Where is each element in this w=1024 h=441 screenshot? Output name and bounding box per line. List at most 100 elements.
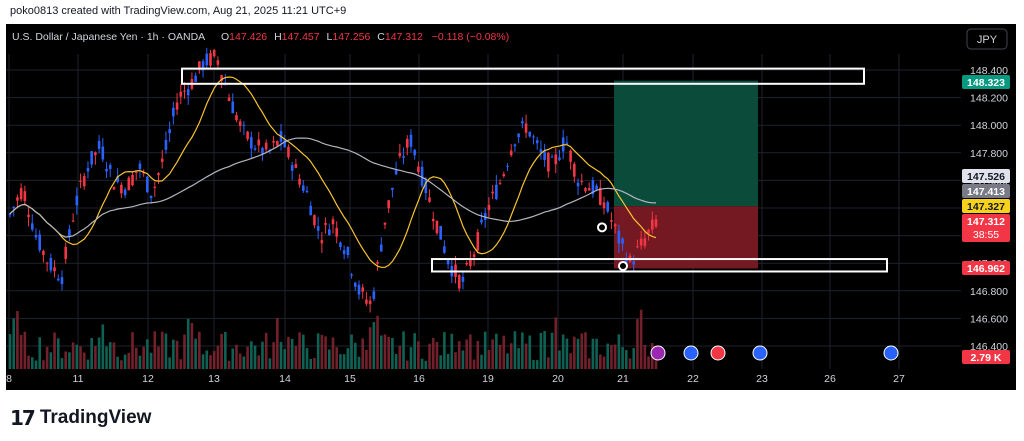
candle-body (599, 187, 602, 205)
volume-bar (413, 333, 416, 369)
candle-body (160, 158, 164, 162)
currency-button[interactable]: JPY (966, 28, 1008, 50)
volume-bar (105, 346, 108, 369)
candle-body (172, 107, 175, 117)
volume-bar (509, 343, 513, 369)
candle-body (146, 176, 149, 193)
volume-bar (71, 342, 75, 369)
candle-body (201, 61, 205, 71)
candle-body (535, 140, 539, 144)
candle-body (49, 257, 53, 271)
volume-bar (56, 338, 60, 369)
candle-body (569, 150, 572, 162)
time-tick-label: 22 (687, 373, 699, 385)
candle-body (134, 171, 138, 174)
volume-bar (532, 360, 535, 369)
price-badge (962, 169, 1010, 183)
volume-bar (350, 334, 353, 369)
volume-bar (116, 356, 119, 369)
tradingview-logo[interactable]: 17 TradingView (10, 406, 151, 430)
candle-body (647, 229, 650, 233)
ohlc-o-label: O (221, 31, 229, 43)
chart-svg[interactable]: 148.400148.200148.000147.800147.600147.4… (6, 24, 1016, 390)
volume-bar (335, 347, 339, 369)
time-tick-label: 21 (617, 373, 629, 385)
candle-body (610, 219, 613, 222)
candle-body (82, 176, 86, 187)
volume-bar (242, 356, 246, 369)
candle-body (27, 214, 30, 218)
price-tick-label: 148.000 (970, 120, 1008, 132)
candle-body (186, 89, 190, 96)
volume-bar (205, 350, 209, 369)
time-tick-label: 20 (552, 373, 564, 385)
volume-bar (12, 318, 16, 369)
volume-bar (420, 358, 424, 369)
candle-body (116, 176, 119, 182)
candle-body (242, 124, 246, 127)
candle-body (45, 262, 49, 264)
volume-bar (368, 327, 372, 369)
price-badges: 148.323 147.526 147.413 147.327 147.31238:55… (962, 75, 1010, 364)
tradingview-logo-text: TradingView (39, 407, 152, 428)
volume-bar (402, 331, 405, 369)
volume-bar (164, 333, 168, 369)
volume-bar (157, 346, 160, 369)
volume-bar (90, 337, 93, 369)
candle-body (513, 144, 517, 147)
position-zones (614, 80, 758, 269)
ohlc-readout: O147.426 H147.457 L147.256 C147.312 −0.1… (221, 31, 509, 43)
chart-area[interactable]: 148.400148.200148.000147.800147.600147.4… (6, 24, 1016, 390)
price-badge-label: 147.312 (967, 216, 1005, 228)
zone-rectangles (181, 67, 888, 273)
candle-body (517, 133, 520, 138)
volume-bar (287, 336, 290, 369)
volume-bar (379, 335, 383, 369)
volume-bar (331, 337, 335, 369)
volume-bar (108, 342, 112, 369)
candle-body (16, 197, 19, 201)
volume-bar (127, 352, 131, 369)
volume-badge-label: 2.79 K (971, 352, 1002, 364)
volume-bar (264, 332, 268, 369)
volume-bar (16, 311, 19, 369)
chart-legend: U.S. Dollar / Japanese Yen · 1h · OANDA … (12, 31, 509, 43)
volume-bar (53, 332, 56, 369)
volume-bar (539, 332, 543, 369)
price-badge (962, 199, 1010, 213)
candle-body (123, 189, 127, 196)
candle-body (465, 262, 468, 265)
volume-bar (521, 332, 524, 369)
volume-bar (64, 351, 67, 369)
time-tick-label: 19 (482, 373, 494, 385)
volume-badge (962, 350, 1010, 364)
volume-bar (339, 354, 342, 369)
candle-body (305, 190, 309, 193)
candle-body (565, 142, 569, 144)
volume-bar (576, 338, 580, 369)
candle-body (60, 277, 64, 285)
candle-body (164, 139, 168, 150)
price-tick-label: 147.800 (970, 148, 1008, 160)
volume-bar (361, 338, 365, 369)
credit-text: poko0813 created with TradingView.com, A… (10, 5, 347, 17)
volume-bar (34, 360, 38, 369)
volume-bars (8, 309, 658, 369)
candle-body (558, 157, 561, 160)
candle-body (42, 250, 45, 256)
volume-bar (168, 357, 171, 369)
candle-body (650, 219, 654, 230)
currency-label[interactable]: JPY (977, 34, 998, 46)
candle-body (402, 156, 405, 158)
candle-body (602, 202, 606, 209)
volume-bar (142, 346, 145, 369)
candle-body (654, 219, 658, 227)
candle-body (357, 284, 361, 295)
candle-body (539, 149, 543, 153)
volume-bar (636, 319, 639, 369)
volume-bar (431, 337, 435, 369)
candle-body (120, 184, 123, 194)
entry-markers (597, 222, 628, 271)
candle-body (149, 195, 153, 199)
candle-body (153, 186, 157, 189)
